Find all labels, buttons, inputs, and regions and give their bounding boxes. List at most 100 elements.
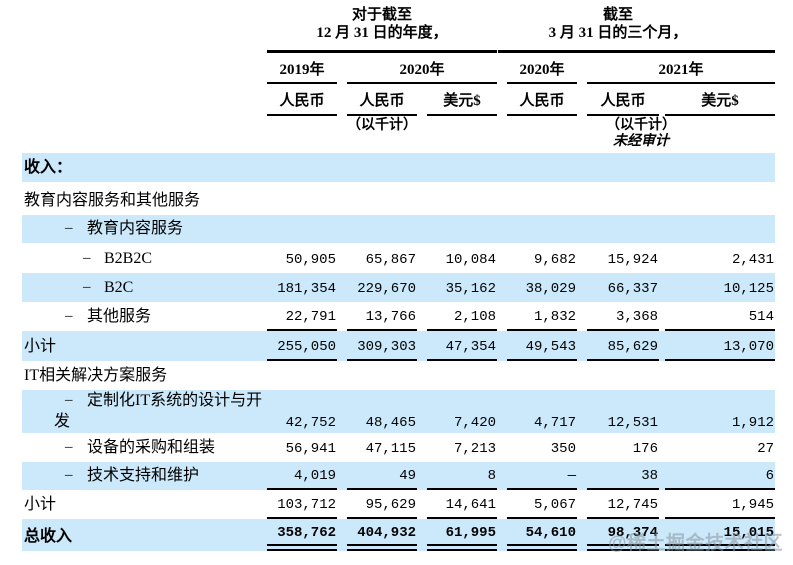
cell-value: 42,752 [285, 415, 336, 431]
column-gap [577, 302, 587, 331]
row-label-text: 收入： [24, 159, 73, 176]
column-gap [577, 433, 587, 462]
year-header-2021-q1: 2021年 [587, 57, 775, 84]
cell-value [507, 153, 577, 182]
cell-value [267, 182, 337, 215]
cell-value: 49 [347, 462, 417, 490]
cell-value [427, 215, 497, 243]
cell-value [267, 361, 337, 390]
cell-value: 12,745 [587, 490, 659, 519]
currency-header-rmb-2020q1: 人民币 [507, 86, 577, 116]
cell-value: 9,682 [533, 252, 576, 268]
cell-value: 54,610 [507, 519, 577, 551]
cell-value [347, 215, 417, 243]
column-gap [337, 519, 347, 551]
header-rule-annual [267, 50, 497, 53]
row-label: – 定制化IT系统的设计与开 发 [22, 390, 267, 436]
row-label-text: 技术支持和维护 [87, 467, 200, 484]
column-gap [337, 243, 347, 273]
table-row: 小计 103,712 95,629 14,641 5,067 12,745 1,945 [22, 490, 775, 519]
table-row: – 设备的采购和组装 56,941 47,115 7,213 350 176 27 [22, 433, 775, 462]
indent-dash: – [83, 250, 91, 266]
cell-value [267, 215, 337, 243]
cell-value [347, 182, 417, 215]
row-label: – 设备的采购和组装 [22, 433, 267, 462]
column-gap [577, 243, 587, 273]
row-label-text: 教育内容服务 [87, 220, 184, 237]
column-gap [337, 462, 347, 490]
cell-value: 5,067 [507, 490, 577, 519]
column-gap [417, 390, 427, 436]
year-header-2019: 2019年 [267, 57, 337, 84]
column-gap [577, 462, 587, 490]
table-body: 收入： 教育内容服务和其他服务 – 教育内容服务 – B2B2C 50,905 65,867 1… [22, 153, 775, 551]
row-label-text: 设备的采购和组装 [87, 439, 216, 456]
table-row: IT相关解决方案服务 [22, 361, 775, 390]
cell-value [507, 361, 577, 390]
row-label: – B2C [22, 273, 267, 302]
row-label: – 教育内容服务 [22, 215, 267, 243]
cell-value: — [507, 462, 577, 490]
column-gap [577, 519, 587, 551]
cell-value: 181,354 [277, 281, 336, 297]
cell-value: 255,050 [267, 331, 337, 361]
column-gap [577, 215, 587, 243]
row-label-text: 总收入 [24, 528, 73, 545]
watermark: @稀土掘金技术社区 [608, 533, 784, 554]
column-gap [337, 361, 347, 390]
cell-value: 229,670 [357, 281, 416, 297]
cell-value: 358,762 [267, 519, 337, 551]
table-row: – 教育内容服务 [22, 215, 775, 243]
row-label-text: IT相关解决方案服务 [24, 367, 168, 384]
table-row: – 定制化IT系统的设计与开 发 42,752 48,465 7,420 4,717 12,… [22, 390, 775, 433]
column-gap [417, 182, 427, 215]
column-gap [417, 243, 427, 273]
cell-value [507, 182, 577, 215]
column-gap [417, 331, 427, 361]
year-header-2020-annual: 2020年 [347, 57, 497, 84]
column-gap [417, 490, 427, 519]
cell-value [507, 215, 577, 243]
column-gap [497, 182, 507, 215]
currency-header-rmb-2020: 人民币 [347, 86, 417, 116]
row-label: 小计 [22, 331, 267, 361]
row-label: – 技术支持和维护 [22, 462, 267, 490]
column-gap [577, 331, 587, 361]
cell-value: 309,303 [347, 331, 417, 361]
column-gap [577, 182, 587, 215]
column-gap [497, 331, 507, 361]
cell-value [587, 182, 659, 215]
column-gap [497, 519, 507, 551]
indent-dash: – [65, 220, 73, 236]
year-header-2020-q1: 2020年 [507, 57, 577, 84]
cell-value: 7,420 [453, 415, 496, 431]
row-label-text: B2C [104, 279, 134, 296]
column-gap [337, 182, 347, 215]
row-label-text: B2B2C [104, 250, 153, 267]
cell-value: 38 [587, 462, 659, 490]
indent-dash: – [83, 279, 91, 295]
cell-value: 7,213 [453, 441, 496, 457]
cell-value: 65,867 [365, 252, 416, 268]
row-label-text: 定制化IT系统的设计与开 发 [54, 392, 263, 430]
indent-dash: – [65, 439, 73, 455]
cell-value: 12,531 [607, 415, 658, 431]
cell-value: 95,629 [347, 490, 417, 519]
cell-value: 35,162 [445, 281, 496, 297]
period-header-annual: 对于截至 12 月 31 日的年度， [316, 7, 448, 41]
table-row: – B2B2C 50,905 65,867 10,084 9,682 15,924 2,431 [22, 243, 775, 273]
cell-value: 27 [757, 441, 774, 457]
unaudited-note: 未经审计 [613, 134, 669, 149]
cell-value [587, 215, 659, 243]
table-row: 总收入 358,762 404,932 61,995 54,610 98,374 15,01… [22, 519, 775, 551]
cell-value: 176 [632, 441, 658, 457]
cell-value: 6 [665, 462, 775, 490]
column-gap [497, 302, 507, 331]
cell-value: 13,070 [665, 331, 775, 361]
currency-header-rmb-2021q1: 人民币 [587, 86, 659, 116]
cell-value: 22,791 [267, 302, 337, 331]
cell-value [587, 153, 659, 182]
period-header-quarterly: 截至 3 月 31 日的三个月， [548, 7, 688, 41]
cell-value: 8 [427, 462, 497, 490]
column-gap [497, 243, 507, 273]
